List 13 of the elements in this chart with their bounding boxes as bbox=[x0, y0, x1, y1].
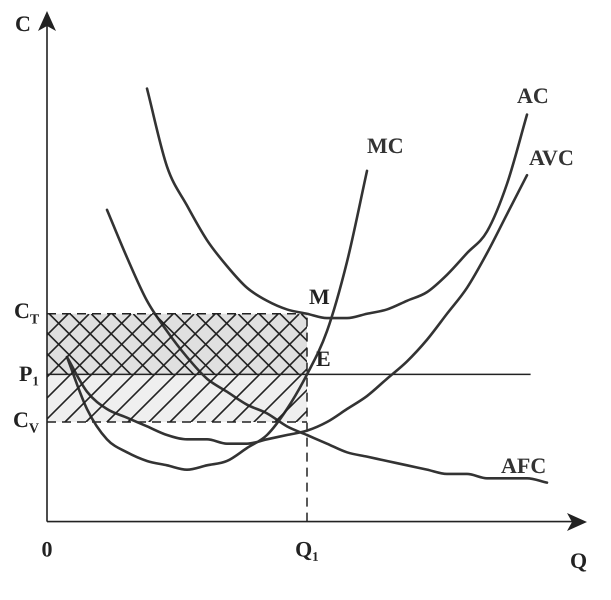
series-label: AFC bbox=[501, 452, 546, 478]
annotation: E bbox=[316, 346, 331, 372]
ref-line-label: P₁ bbox=[19, 361, 40, 386]
x-tick-label: Q₁ bbox=[295, 536, 319, 562]
series-label: AC bbox=[517, 82, 549, 108]
series-label: AVC bbox=[529, 145, 574, 170]
series-label: MC bbox=[367, 132, 404, 158]
x-axis-title: Q bbox=[570, 548, 588, 573]
annotation: M bbox=[309, 284, 330, 309]
ref-line-label: C$_{V}$ bbox=[13, 406, 40, 436]
x-tick-label: 0 bbox=[42, 536, 52, 562]
y-axis-title: C bbox=[15, 11, 31, 36]
ref-line-label: C$_{T}$ bbox=[14, 298, 40, 328]
